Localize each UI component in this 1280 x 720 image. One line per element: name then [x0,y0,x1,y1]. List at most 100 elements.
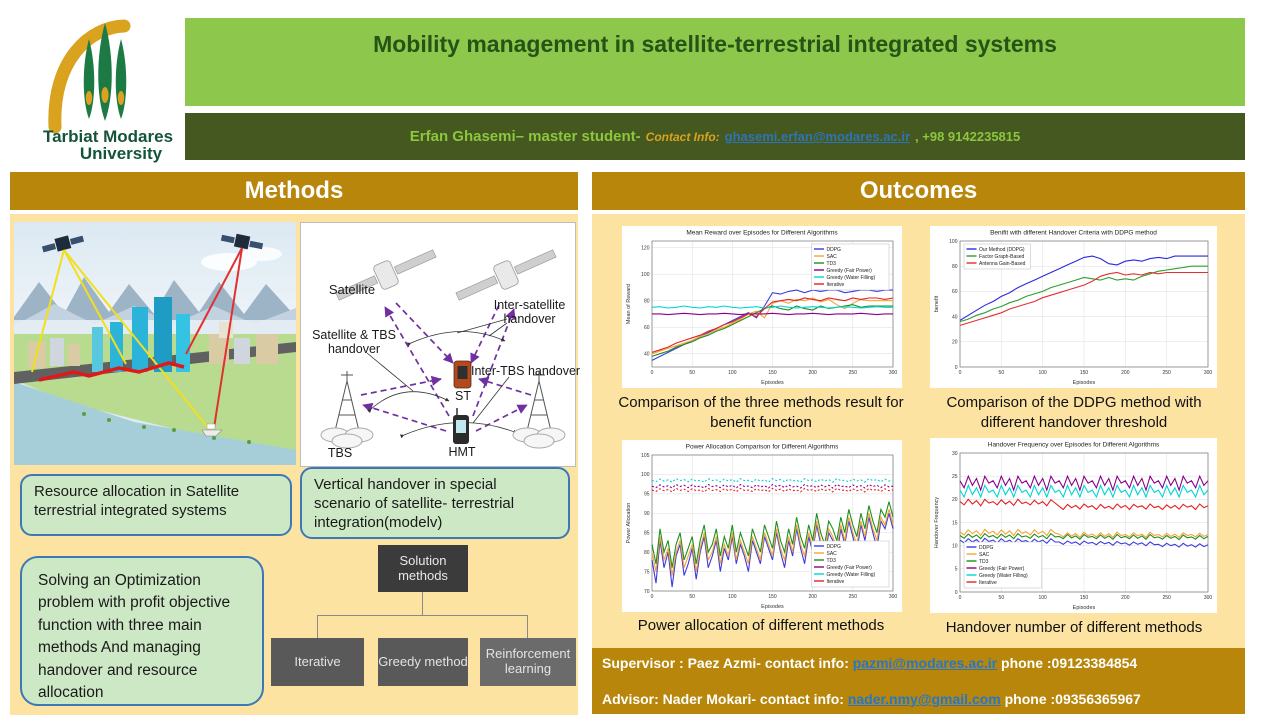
logo-text-line2: University [80,144,163,163]
svg-text:200: 200 [808,594,817,600]
label-tbs: TBS [327,446,353,460]
svg-text:80: 80 [644,298,650,304]
svg-text:100: 100 [728,370,737,376]
svg-text:300: 300 [1204,370,1213,376]
svg-text:100: 100 [641,472,650,478]
advisor-email-link[interactable]: nader.nmy@gmail.com [847,691,1001,707]
outcomes-heading: Outcomes [859,177,978,204]
svg-text:Antenna Gain-Based: Antenna Gain-Based [979,261,1026,267]
contact-info-label: Contact Info: [645,129,720,144]
svg-text:80: 80 [644,550,650,556]
svg-text:SAC: SAC [827,254,838,260]
title-bar: Mobility management in satellite-terrest… [185,18,1245,106]
svg-text:200: 200 [1121,595,1130,601]
chart-benefit-handover-criteria: 0 20 40 60 80 100 0 50 100 150 200 250 300 Benifit wi… [930,226,1217,388]
handover-diagram: Satellite Inter-satellite handover Satel… [300,222,580,467]
method-box-vertical-handover: Vertical handover in special scenario of… [300,467,570,539]
methods-header: Methods [10,172,578,210]
label-inter-satellite-handover: Inter-satellite handover [493,298,566,326]
org-line [317,615,318,638]
logo-seed [101,87,109,103]
org-line [422,592,423,616]
svg-text:Mean of Reward: Mean of Reward [626,284,632,324]
handover-diagram-graphic [320,249,566,449]
logo-tree-left [83,39,95,119]
supervisor-email-link[interactable]: pazmi@modares.ac.ir [852,655,998,671]
svg-text:150: 150 [768,594,777,600]
svg-text:75: 75 [644,569,650,575]
svg-text:Iterative: Iterative [827,579,845,585]
svg-text:80: 80 [952,264,958,270]
satellite-right [220,233,264,250]
city-illustration-graphic [14,222,296,465]
svg-text:SAC: SAC [979,552,990,558]
university-logo: Tarbiat Modares University [28,5,183,163]
caption-power-allocation: Power allocation of different methods [637,617,885,634]
svg-text:95: 95 [644,492,650,498]
svg-text:300: 300 [889,594,898,600]
org-child-iterative: Iterative [271,638,364,686]
logo-seed [117,91,125,105]
svg-text:300: 300 [1204,595,1213,601]
yellow-beams [31,249,211,431]
svg-text:50: 50 [689,594,695,600]
svg-text:100: 100 [641,272,650,278]
svg-text:Handover Frequency over Episod: Handover Frequency over Episodes for Dif… [988,442,1160,449]
red-link-zigzag [38,361,185,382]
poster-title: Mobility management in satellite-terrest… [373,31,1057,57]
svg-text:DDPG: DDPG [827,247,842,253]
cloud [201,253,257,271]
diagram-satellite-right [455,249,557,301]
caption-ddpg-threshold: Comparison of the DDPG method with diffe… [946,394,1202,431]
contact-bar: Erfan Ghasemi– master student- Contact I… [185,113,1245,160]
svg-text:200: 200 [1121,370,1130,376]
org-child-reinforcement-learning: Reinforcement learning [480,638,576,686]
author-phone: , +98 9142235815 [915,129,1021,144]
author-email-link[interactable]: ghasemi.erfan@modares.ac.ir [724,129,911,144]
caption-benefit-comparison: Comparison of the three methods result f… [618,394,904,431]
svg-text:250: 250 [1162,595,1171,601]
svg-text:Greedy (Water Filling): Greedy (Water Filling) [827,275,876,281]
svg-text:50: 50 [689,370,695,376]
advisor-phone: phone :09356365967 [1004,691,1141,707]
supervisor-phone: phone :09123384854 [1001,655,1138,671]
svg-text:TD3: TD3 [827,261,837,267]
svg-text:150: 150 [768,370,777,376]
svg-text:Power Allocation Comparison fo: Power Allocation Comparison for Differen… [686,444,839,451]
chart-power-allocation: 70 75 80 85 90 95 100 105 0 50 100 150 200 250 300 Powe… [622,440,902,612]
method-box-optimization: Solving an Optimization problem with pro… [20,556,264,706]
svg-text:Greedy (Fair Power): Greedy (Fair Power) [827,268,873,274]
svg-text:100: 100 [1038,595,1047,601]
svg-text:TD3: TD3 [827,558,837,564]
sea [14,382,296,465]
university-logo-graphic: Tarbiat Modares University [43,19,173,163]
shore-trees [82,412,251,444]
org-line [527,615,528,638]
outcomes-header: Outcomes [592,172,1245,210]
svg-text:Episodes: Episodes [761,604,784,610]
svg-text:50: 50 [999,595,1005,601]
svg-text:0: 0 [955,590,958,596]
svg-text:150: 150 [1080,370,1089,376]
methods-heading: Methods [244,177,344,204]
org-line [317,615,528,616]
advisor-label: Advisor: Nader Mokari- contact info: [602,691,844,707]
logo-arch [48,19,131,134]
logo-tree-right [115,39,127,119]
svg-text:40: 40 [644,352,650,358]
hmt-phone [453,408,469,444]
svg-text:60: 60 [952,289,958,295]
org-root-solution-methods: Solution methods [378,545,468,592]
tbs-tower-left [320,371,374,449]
svg-text:250: 250 [849,594,858,600]
svg-text:0: 0 [959,595,962,601]
footer-contacts: Supervisor : Paez Azmi- contact info: pa… [592,648,1245,714]
label-hmt: HMT [448,445,476,459]
svg-text:5: 5 [955,567,958,573]
svg-text:25: 25 [952,474,958,480]
supervisor-label: Supervisor : Paez Azmi- contact info: [602,655,849,671]
city-illustration [14,222,296,465]
svg-text:300: 300 [889,370,898,376]
svg-text:100: 100 [1038,370,1047,376]
